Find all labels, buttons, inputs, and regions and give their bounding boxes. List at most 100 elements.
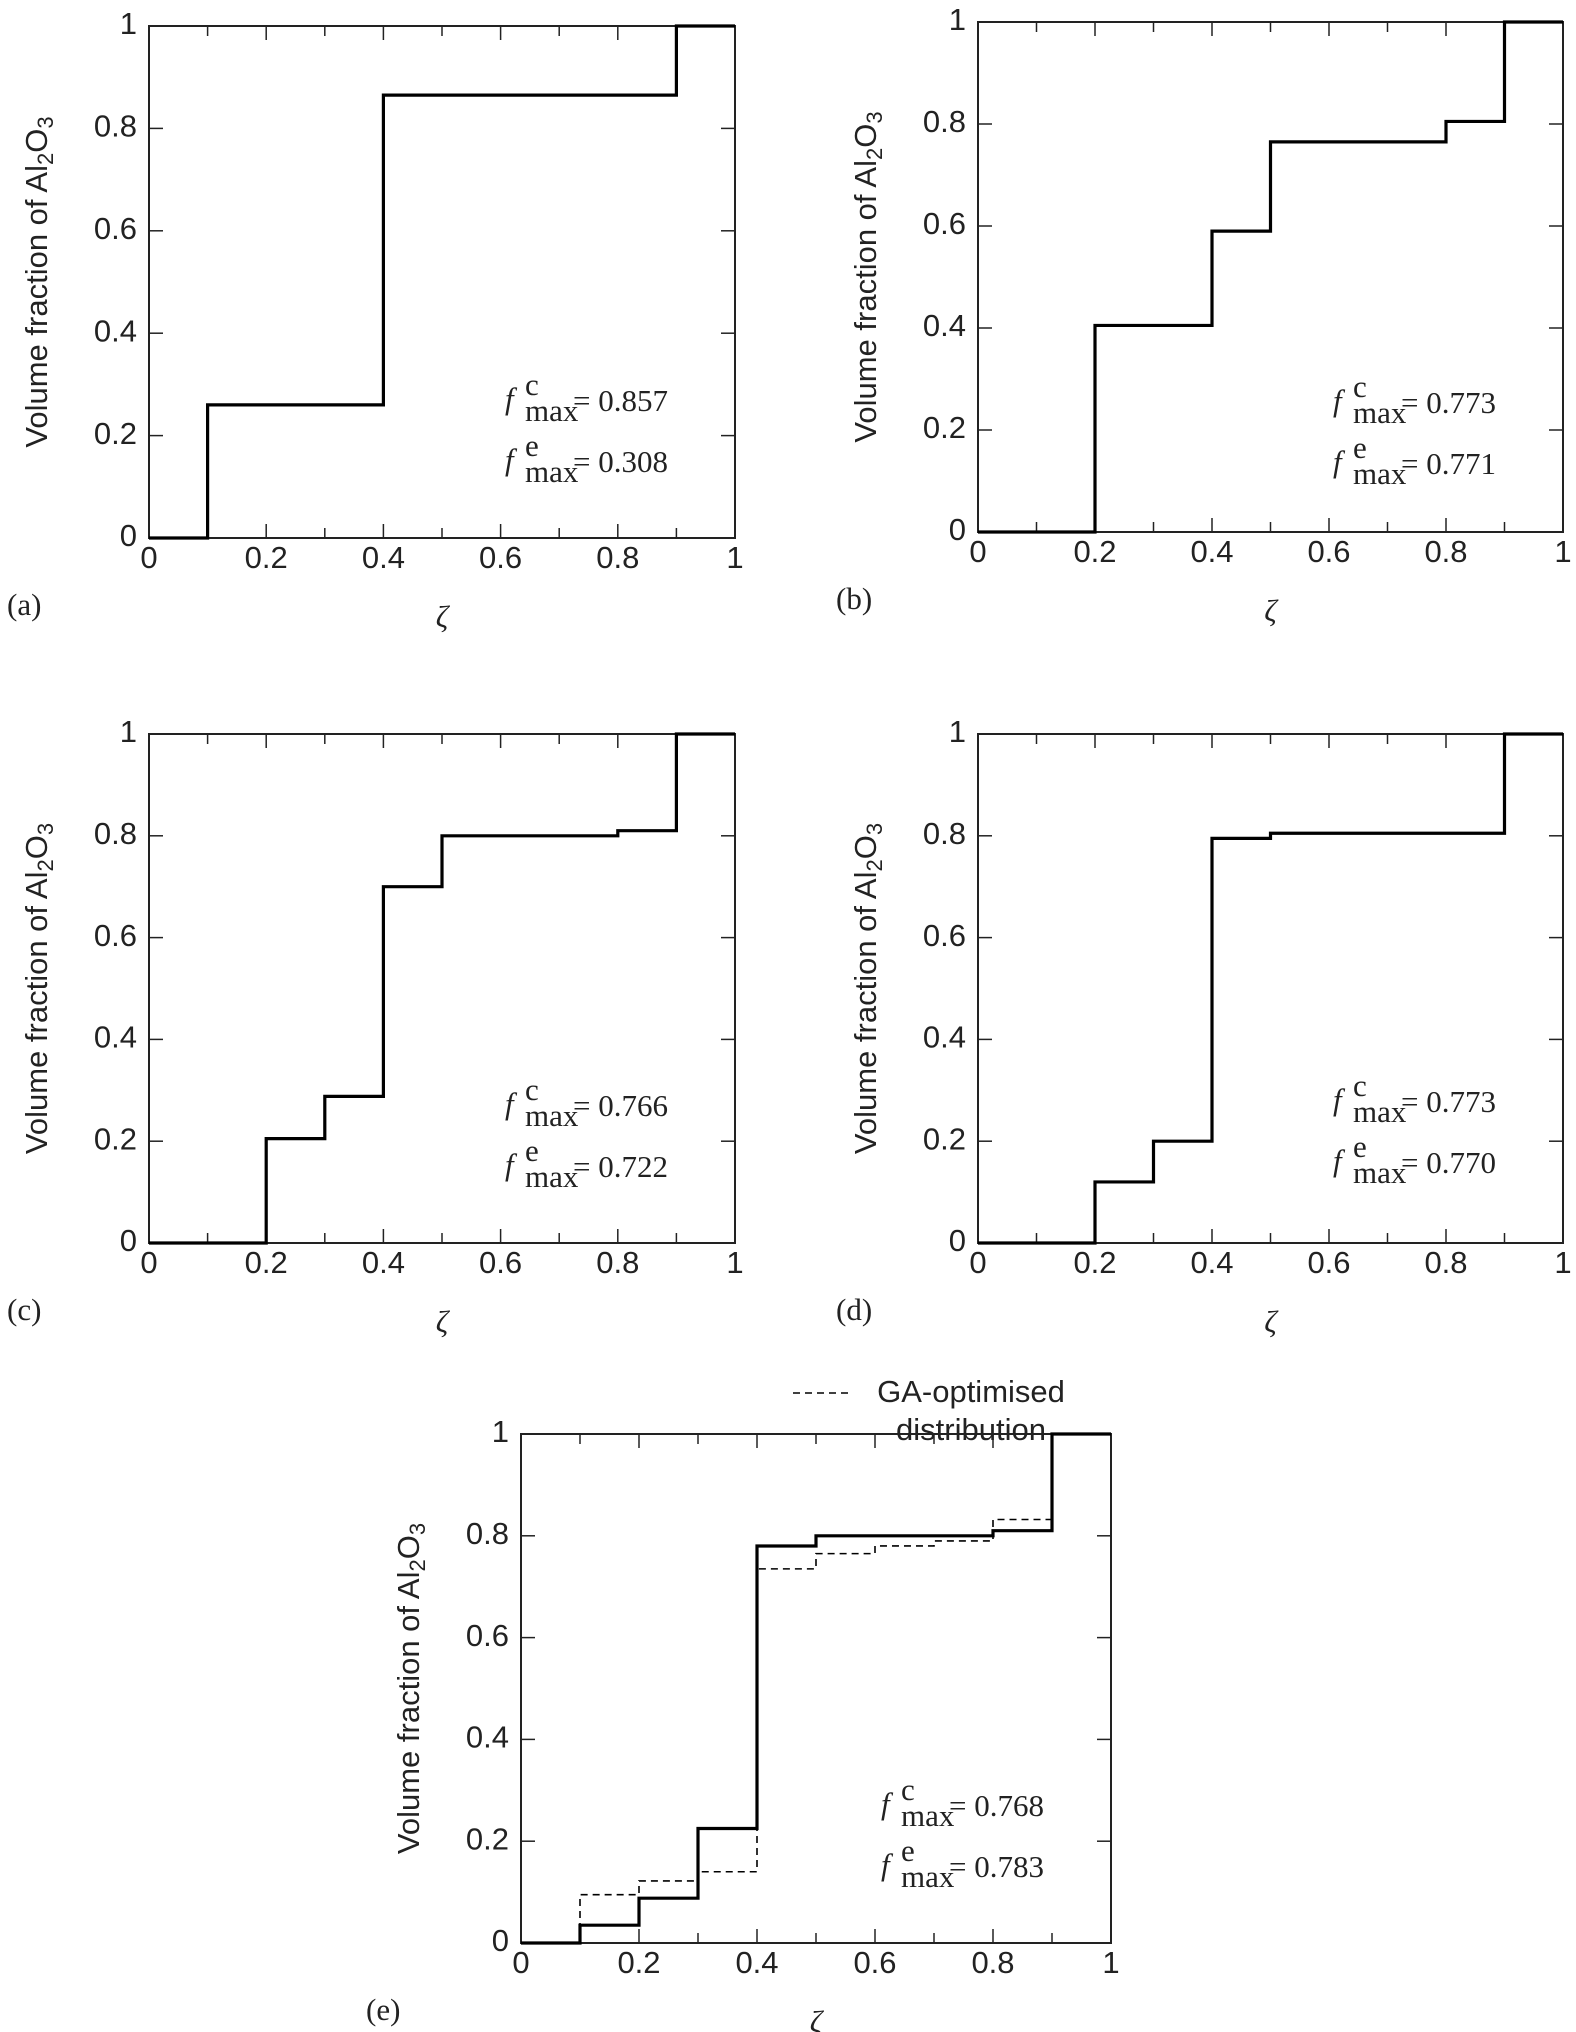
annotation-symbol: f bbox=[881, 1847, 894, 1882]
annotation-value: = 0.783 bbox=[949, 1849, 1044, 1884]
y-tick-label: 0.6 bbox=[923, 918, 966, 953]
annotation-symbol: f bbox=[1333, 444, 1346, 479]
x-tick-label: 0.6 bbox=[1307, 534, 1350, 569]
x-tick-label: 1 bbox=[726, 540, 743, 575]
annotation-sub: max bbox=[1353, 1094, 1407, 1129]
y-tick-label: 0.2 bbox=[923, 410, 966, 445]
x-tick-label: 0 bbox=[969, 534, 986, 569]
annotation-sup: c bbox=[1353, 1068, 1367, 1103]
x-tick-label: 0.2 bbox=[617, 1945, 660, 1980]
x-tick-label: 0.2 bbox=[1073, 534, 1116, 569]
y-tick-label: 0.4 bbox=[466, 1720, 509, 1755]
annotation-value: = 0.771 bbox=[1401, 446, 1496, 481]
panel: 0 0.2 0.4 0.6 0.8 1 0 0.2 0.4 0.6 0.8 1 Volume fract… bbox=[7, 714, 744, 1339]
legend-label: GA-optimised distribution bbox=[877, 1374, 1065, 1447]
y-tick-label: 0.4 bbox=[94, 1020, 137, 1055]
annotation-value: = 0.308 bbox=[573, 444, 668, 479]
y-axis-label-part: 3 bbox=[862, 823, 887, 835]
annotation-symbol: f bbox=[1333, 1143, 1346, 1178]
y-axis-label-part: O bbox=[19, 129, 54, 153]
annotation-symbol: f bbox=[505, 381, 518, 416]
y-axis-label: Volume fraction of Al2O3 bbox=[19, 823, 58, 1154]
y-tick-label: 0.2 bbox=[923, 1121, 966, 1156]
panel: 0 0.2 0.4 0.6 0.8 1 0 0.2 0.4 0.6 0.8 1 Volume fract… bbox=[366, 1374, 1120, 2032]
x-tick-label: 0.2 bbox=[1073, 1245, 1116, 1280]
annotation-sup: e bbox=[1353, 430, 1367, 465]
y-axis-label: Volume fraction of Al2O3 bbox=[848, 111, 887, 442]
y-tick-label: 1 bbox=[949, 2, 966, 37]
y-axis-label: Volume fraction of Al2O3 bbox=[391, 1523, 430, 1854]
annotation-value: = 0.766 bbox=[573, 1088, 668, 1123]
x-axis-label: ζ bbox=[436, 599, 451, 634]
y-tick-label: 0 bbox=[120, 518, 137, 553]
annotation-sub: max bbox=[525, 1159, 579, 1194]
y-tick-label: 1 bbox=[949, 714, 966, 749]
y-axis-label-part: Volume fraction of Al bbox=[391, 1572, 426, 1855]
step-line bbox=[978, 732, 1563, 1245]
x-tick-label: 0 bbox=[140, 1245, 157, 1280]
panel-label: (b) bbox=[836, 581, 872, 616]
y-tick-label: 0.2 bbox=[94, 1121, 137, 1156]
panel: 0 0.2 0.4 0.6 0.8 1 0 0.2 0.4 0.6 0.8 1 Volume fract… bbox=[7, 6, 744, 634]
x-tick-label: 0 bbox=[969, 1245, 986, 1280]
x-tick-label: 0.4 bbox=[1190, 534, 1233, 569]
x-tick-label: 0.6 bbox=[1307, 1245, 1350, 1280]
y-axis-label-part: 2 bbox=[862, 148, 887, 160]
panel-label: (e) bbox=[366, 1992, 400, 2027]
y-axis-label-part: O bbox=[391, 1535, 426, 1559]
annotation-sub: max bbox=[1353, 395, 1407, 430]
annotation-sup: c bbox=[525, 367, 539, 402]
x-tick-label: 1 bbox=[726, 1245, 743, 1280]
step-line bbox=[149, 24, 735, 540]
y-tick-label: 0.6 bbox=[466, 1618, 509, 1653]
annotation-sup: e bbox=[525, 1133, 539, 1168]
x-tick-label: 1 bbox=[1554, 1245, 1571, 1280]
step-line bbox=[149, 732, 735, 1245]
annotation-sub: max bbox=[1353, 1155, 1407, 1190]
y-axis-label-part: 2 bbox=[405, 1559, 430, 1571]
x-tick-label: 0.4 bbox=[735, 1945, 778, 1980]
y-tick-label: 0 bbox=[949, 512, 966, 547]
annotation-sub: max bbox=[525, 1098, 579, 1133]
y-axis-label-part: Volume fraction of Al bbox=[848, 872, 883, 1155]
x-tick-label: 0.6 bbox=[479, 1245, 522, 1280]
annotation-sup: c bbox=[525, 1072, 539, 1107]
y-axis-label-part: Volume fraction of Al bbox=[19, 872, 54, 1155]
x-tick-label: 0.8 bbox=[1424, 534, 1467, 569]
y-tick-label: 1 bbox=[120, 714, 137, 749]
annotation-symbol: f bbox=[881, 1786, 894, 1821]
annotation-value: = 0.722 bbox=[573, 1149, 668, 1184]
panel-label: (d) bbox=[836, 1292, 872, 1327]
y-axis-label-part: 3 bbox=[33, 116, 58, 128]
x-tick-label: 0.8 bbox=[971, 1945, 1014, 1980]
annotation-symbol: f bbox=[505, 442, 518, 477]
annotation-sub: max bbox=[525, 393, 579, 428]
y-axis-label-part: 3 bbox=[405, 1523, 430, 1535]
x-tick-label: 0.2 bbox=[245, 1245, 288, 1280]
x-tick-label: 0.2 bbox=[245, 540, 288, 575]
y-tick-label: 0.8 bbox=[94, 816, 137, 851]
y-axis-label: Volume fraction of Al2O3 bbox=[19, 116, 58, 447]
annotation-symbol: f bbox=[1333, 383, 1346, 418]
x-tick-label: 0 bbox=[512, 1945, 529, 1980]
x-tick-label: 0.4 bbox=[1190, 1245, 1233, 1280]
step-line bbox=[521, 1433, 1111, 1944]
panel-label: (c) bbox=[7, 1292, 41, 1327]
annotation-value: = 0.773 bbox=[1401, 1084, 1496, 1119]
annotation-sup: e bbox=[1353, 1129, 1367, 1164]
y-axis-label-part: 3 bbox=[862, 111, 887, 123]
legend-box: GA-optimised distribution bbox=[877, 1374, 1065, 1447]
x-axis-label: ζ bbox=[810, 2004, 825, 2032]
x-tick-label: 1 bbox=[1554, 534, 1571, 569]
annotation-sub: max bbox=[525, 454, 579, 489]
y-tick-label: 0.4 bbox=[94, 313, 137, 348]
annotation-value: = 0.857 bbox=[573, 383, 668, 418]
y-tick-label: 0.8 bbox=[923, 816, 966, 851]
x-tick-label: 0.8 bbox=[596, 540, 639, 575]
x-axis-label: ζ bbox=[1264, 1304, 1279, 1339]
y-tick-label: 0.4 bbox=[923, 1020, 966, 1055]
x-axis-label: ζ bbox=[436, 1304, 451, 1339]
panel: 0 0.2 0.4 0.6 0.8 1 0 0.2 0.4 0.6 0.8 1 Volume fract… bbox=[836, 714, 1572, 1339]
y-axis-label-part: 2 bbox=[862, 859, 887, 871]
